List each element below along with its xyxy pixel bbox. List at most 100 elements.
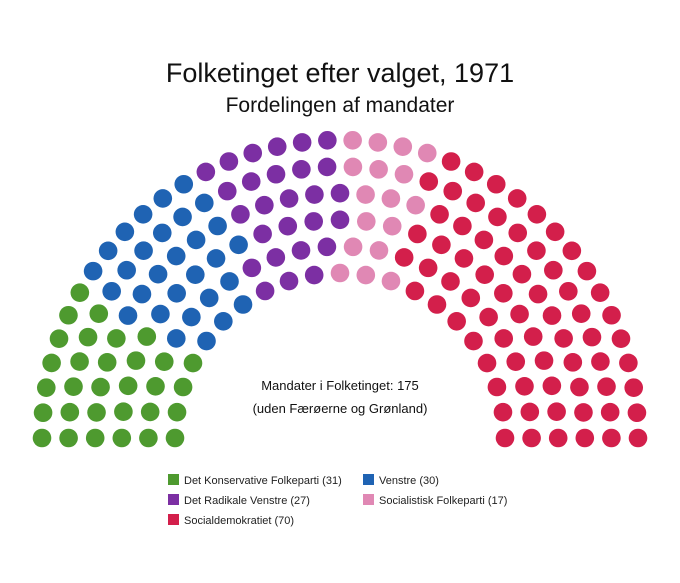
seat-socialdemokratiet — [461, 288, 481, 308]
seat-det-konservative-folkeparti — [118, 376, 138, 396]
seat-socialistisk-folkeparti — [369, 160, 388, 179]
seat-venstre — [134, 241, 153, 261]
seat-det-konservative-folkeparti — [165, 428, 185, 448]
seat-det-radikale-venstre — [305, 185, 324, 204]
seat-socialistisk-folkeparti — [343, 130, 362, 150]
seat-socialdemokratiet — [602, 428, 621, 448]
seat-socialdemokratiet — [542, 306, 562, 325]
total-seats-note: (uden Færøerne og Grønland) — [253, 401, 428, 416]
legend-label: Venstre (30) — [379, 475, 439, 487]
seat-venstre — [102, 281, 121, 301]
seat-venstre — [229, 235, 248, 255]
chart-subtitle: Fordelingen af mandater — [226, 94, 455, 117]
seat-socialdemokratiet — [591, 352, 610, 371]
seat-socialdemokratiet — [447, 312, 466, 331]
seat-socialdemokratiet — [507, 189, 527, 208]
seat-venstre — [197, 331, 216, 351]
seat-venstre — [132, 284, 152, 304]
seat-socialdemokratiet — [582, 327, 602, 347]
seat-det-radikale-venstre — [231, 205, 250, 224]
seat-venstre — [214, 312, 233, 331]
seat-socialdemokratiet — [544, 260, 563, 280]
legend-item-det-konservative-folkeparti: Det Konservative Folkeparti (31) — [168, 474, 342, 487]
seat-socialistisk-folkeparti — [381, 271, 401, 291]
legend-swatch — [168, 474, 179, 485]
seat-socialdemokratiet — [522, 428, 541, 448]
seat-det-radikale-venstre — [317, 237, 337, 257]
seat-socialdemokratiet — [571, 304, 591, 323]
seat-venstre — [199, 288, 219, 308]
seat-socialdemokratiet — [477, 353, 497, 373]
seat-grid — [32, 130, 648, 448]
seat-socialdemokratiet — [506, 352, 526, 371]
seat-venstre — [148, 264, 168, 284]
seat-socialdemokratiet — [487, 377, 507, 397]
seat-socialdemokratiet — [534, 351, 554, 370]
seat-det-radikale-venstre — [292, 133, 312, 152]
seat-socialistisk-folkeparti — [417, 143, 437, 163]
seat-venstre — [182, 307, 201, 327]
seat-socialistisk-folkeparti — [343, 157, 363, 177]
seat-det-konservative-folkeparti — [36, 378, 56, 397]
seat-socialdemokratiet — [464, 162, 484, 182]
seat-det-radikale-venstre — [279, 189, 299, 208]
seat-venstre — [233, 295, 253, 314]
seat-socialdemokratiet — [619, 353, 638, 373]
seat-socialdemokratiet — [430, 205, 449, 224]
legend-label: Det Konservative Folkeparti (31) — [184, 475, 342, 487]
seat-socialdemokratiet — [575, 428, 595, 448]
seat-socialdemokratiet — [628, 428, 648, 448]
legend-item-socialdemokratiet: Socialdemokratiet (70) — [168, 514, 294, 527]
seat-socialistisk-folkeparti — [382, 216, 402, 236]
seat-det-radikale-venstre — [217, 181, 237, 201]
seat-socialdemokratiet — [542, 376, 562, 396]
seat-det-konservative-folkeparti — [70, 352, 89, 371]
legend-swatch — [363, 474, 374, 485]
seat-det-konservative-folkeparti — [112, 428, 132, 448]
seat-socialdemokratiet — [394, 248, 414, 267]
seat-socialistisk-folkeparti — [330, 263, 350, 283]
seat-socialdemokratiet — [466, 193, 486, 213]
seat-socialdemokratiet — [493, 402, 513, 422]
legend-swatch — [363, 494, 374, 505]
seat-venstre — [186, 230, 206, 250]
seat-socialdemokratiet — [479, 307, 498, 327]
seat-det-konservative-folkeparti — [114, 402, 133, 422]
seat-socialdemokratiet — [520, 402, 540, 422]
seat-venstre — [174, 174, 194, 194]
seat-det-konservative-folkeparti — [146, 377, 165, 396]
total-seats-label: Mandater i Folketinget: 175 — [261, 378, 419, 393]
seat-det-konservative-folkeparti — [85, 428, 105, 448]
seat-socialdemokratiet — [527, 241, 546, 261]
seat-det-konservative-folkeparti — [139, 428, 158, 448]
seat-venstre — [83, 261, 103, 281]
seat-det-konservative-folkeparti — [154, 352, 174, 371]
seat-socialdemokratiet — [427, 295, 447, 314]
seat-det-konservative-folkeparti — [59, 305, 78, 325]
chart-title: Folketinget efter valget, 1971 — [166, 58, 514, 88]
seat-det-radikale-venstre — [243, 143, 263, 163]
seat-socialdemokratiet — [454, 249, 474, 268]
seat-det-radikale-venstre — [255, 195, 274, 215]
seat-venstre — [115, 222, 135, 242]
seat-socialdemokratiet — [545, 222, 565, 242]
seat-socialdemokratiet — [577, 261, 597, 281]
seat-socialdemokratiet — [624, 378, 644, 397]
seat-socialdemokratiet — [495, 428, 515, 448]
seat-venstre — [98, 241, 118, 261]
seat-socialdemokratiet — [554, 329, 573, 348]
seat-det-radikale-venstre — [317, 157, 337, 177]
seat-venstre — [133, 205, 153, 224]
seat-socialdemokratiet — [597, 377, 616, 396]
seat-det-konservative-folkeparti — [78, 327, 98, 347]
seat-venstre — [186, 265, 205, 284]
seat-det-radikale-venstre — [253, 224, 272, 244]
seat-venstre — [151, 304, 170, 324]
seat-socialistisk-folkeparti — [394, 164, 414, 184]
seat-socialistisk-folkeparti — [406, 195, 425, 215]
seat-venstre — [118, 306, 138, 325]
seat-venstre — [117, 260, 136, 280]
seat-socialdemokratiet — [515, 377, 534, 396]
legend-item-socialistisk-folkeparti: Socialistisk Folkeparti (17) — [363, 494, 507, 507]
